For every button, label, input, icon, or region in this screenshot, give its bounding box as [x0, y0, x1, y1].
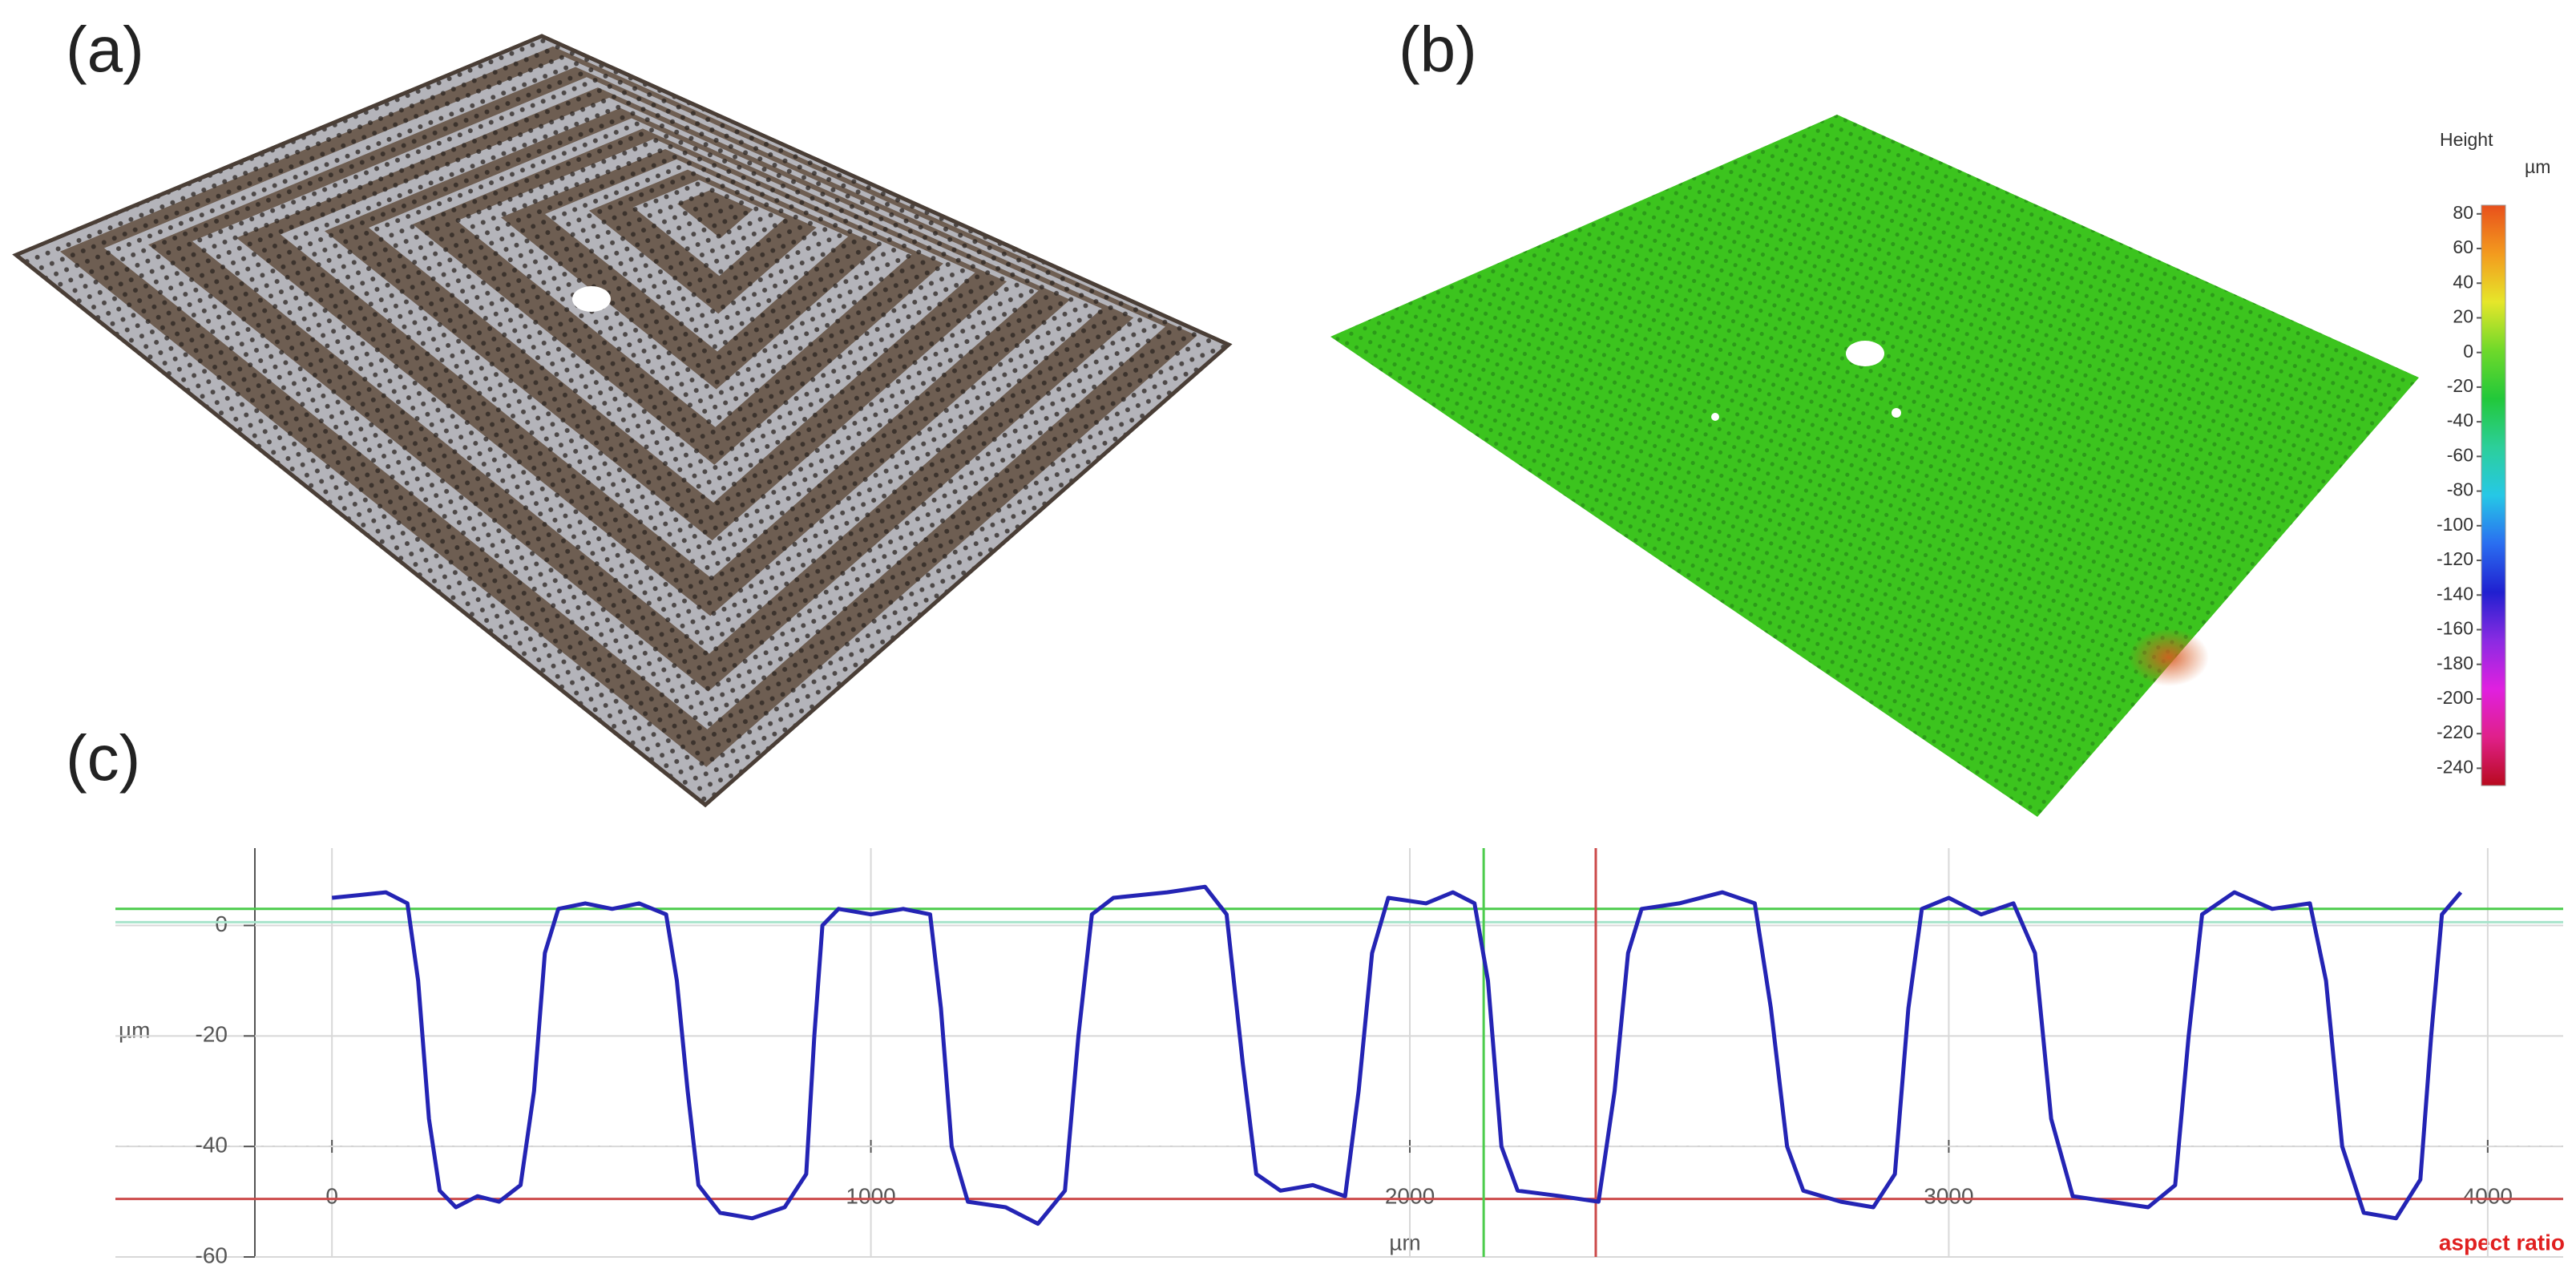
surface-height-map: [1330, 115, 2419, 817]
surface-edge: [12, 34, 1233, 808]
colorbar-tick-label: 80: [2453, 202, 2473, 223]
colorbar-tick-label: -100: [2437, 514, 2473, 535]
colorbar-tick-label: 60: [2453, 236, 2473, 257]
colorbar-tick-label: -160: [2437, 618, 2473, 639]
surface-texture: [16, 36, 1229, 805]
colorbar-tick-label: -120: [2437, 548, 2473, 569]
surface-hole: [572, 286, 611, 312]
colorbar-tick-label: -220: [2437, 721, 2473, 742]
colorbar-tick-label: 40: [2453, 271, 2473, 292]
y-tick-label: -40: [196, 1133, 228, 1158]
x-tick-label: 0: [325, 1183, 338, 1208]
panel-label: (b): [1399, 14, 1477, 85]
x-tick-label: 3000: [1924, 1183, 1973, 1208]
colorbar-tick-label: 0: [2463, 341, 2473, 362]
colorbar-tick-label: -180: [2437, 653, 2473, 673]
surface-texture: [1330, 115, 2419, 817]
x-tick-label: 4000: [2463, 1183, 2513, 1208]
colorbar-unit: µm: [2525, 156, 2550, 177]
colorbar-tick-label: -60: [2447, 444, 2473, 465]
colorbar-tick-label: -40: [2447, 410, 2473, 430]
annotation: aspect ratio: [2439, 1230, 2565, 1255]
panel-label: (a): [66, 14, 144, 85]
x-tick-label: 2000: [1385, 1183, 1435, 1208]
y-tick-label: -60: [196, 1243, 228, 1267]
x-tick-label: 1000: [846, 1183, 895, 1208]
x-axis-label: µm: [1389, 1230, 1420, 1255]
surface-hole: [1846, 341, 1884, 366]
surface-photo: [12, 34, 1233, 808]
y-tick-label: -20: [196, 1022, 228, 1047]
colorbar-tick-label: -140: [2437, 583, 2473, 604]
surface-defect: [1892, 408, 1901, 418]
surface-hotspot: [2129, 628, 2209, 686]
colorbar-tick-label: 20: [2453, 306, 2473, 327]
colorbar-tick-label: -20: [2447, 375, 2473, 396]
y-axis-label: µm: [119, 1017, 150, 1042]
colorbar-tick-label: -200: [2437, 687, 2473, 708]
surface-defect: [1711, 413, 1719, 421]
colorbar-tick-label: -80: [2447, 479, 2473, 500]
colorbar: [2481, 204, 2506, 786]
colorbar-tick-label: -240: [2437, 756, 2473, 777]
y-tick-label: 0: [215, 911, 228, 936]
profile-line: [331, 884, 2463, 1226]
panel-label: (c): [66, 722, 140, 794]
colorbar-title: Height: [2440, 129, 2493, 150]
